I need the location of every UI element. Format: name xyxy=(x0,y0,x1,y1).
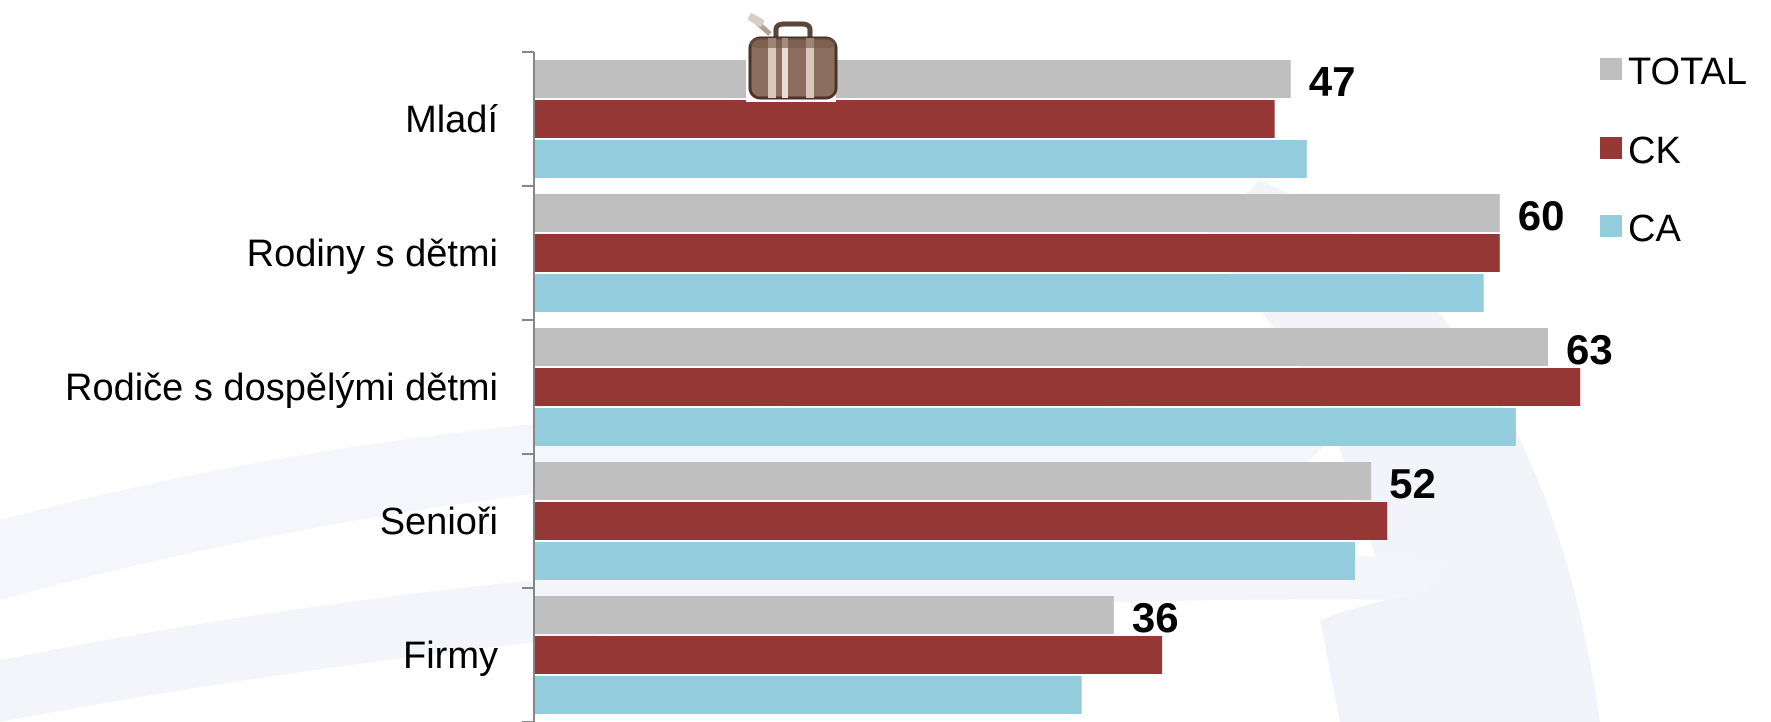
category-label: Firmy xyxy=(403,635,498,677)
bars xyxy=(535,60,1581,714)
bar-ca xyxy=(535,140,1307,178)
data-labels: 47 60 63 52 36 xyxy=(1132,58,1613,641)
legend-swatch xyxy=(1600,137,1622,159)
legend-swatch xyxy=(1600,58,1622,80)
category-labels: Mladí Rodiny s dětmi Rodiče s dospělými dě… xyxy=(65,99,498,677)
legend-item-ck: CK xyxy=(1600,130,1681,172)
data-label: 63 xyxy=(1566,326,1613,373)
bar-ca xyxy=(535,408,1516,446)
category-label: Mladí xyxy=(405,99,498,141)
legend-label: TOTAL xyxy=(1628,51,1747,93)
bar-total xyxy=(535,60,1291,98)
data-label: 36 xyxy=(1132,594,1179,641)
legend-item-total: TOTAL xyxy=(1600,51,1747,93)
data-label: 60 xyxy=(1518,192,1565,239)
bar-ck xyxy=(535,234,1500,272)
legend-label: CA xyxy=(1628,208,1681,250)
legend-item-ca: CA xyxy=(1600,208,1681,250)
bar-total xyxy=(535,194,1500,232)
legend-swatch xyxy=(1600,215,1622,237)
bar-total xyxy=(535,462,1372,500)
legend: TOTAL CK CA xyxy=(1600,51,1747,250)
suitcase-icon xyxy=(746,13,838,102)
axis-ticks xyxy=(522,51,534,722)
bar-ck xyxy=(535,368,1581,406)
bar-ca xyxy=(535,274,1484,312)
bar-ck xyxy=(535,502,1388,540)
legend-label: CK xyxy=(1628,130,1681,172)
bar-ck xyxy=(535,636,1163,674)
bar-ck xyxy=(535,100,1275,138)
background-watermark xyxy=(0,180,1600,722)
bar-ca xyxy=(535,542,1356,580)
bar-total xyxy=(535,328,1549,366)
category-label: Rodiče s dospělými dětmi xyxy=(65,367,498,409)
data-label: 52 xyxy=(1389,460,1436,507)
data-label: 47 xyxy=(1309,58,1356,105)
bar-ca xyxy=(535,676,1082,714)
bar-total xyxy=(535,596,1114,634)
category-label: Senioři xyxy=(380,501,498,543)
category-label: Rodiny s dětmi xyxy=(247,233,498,275)
